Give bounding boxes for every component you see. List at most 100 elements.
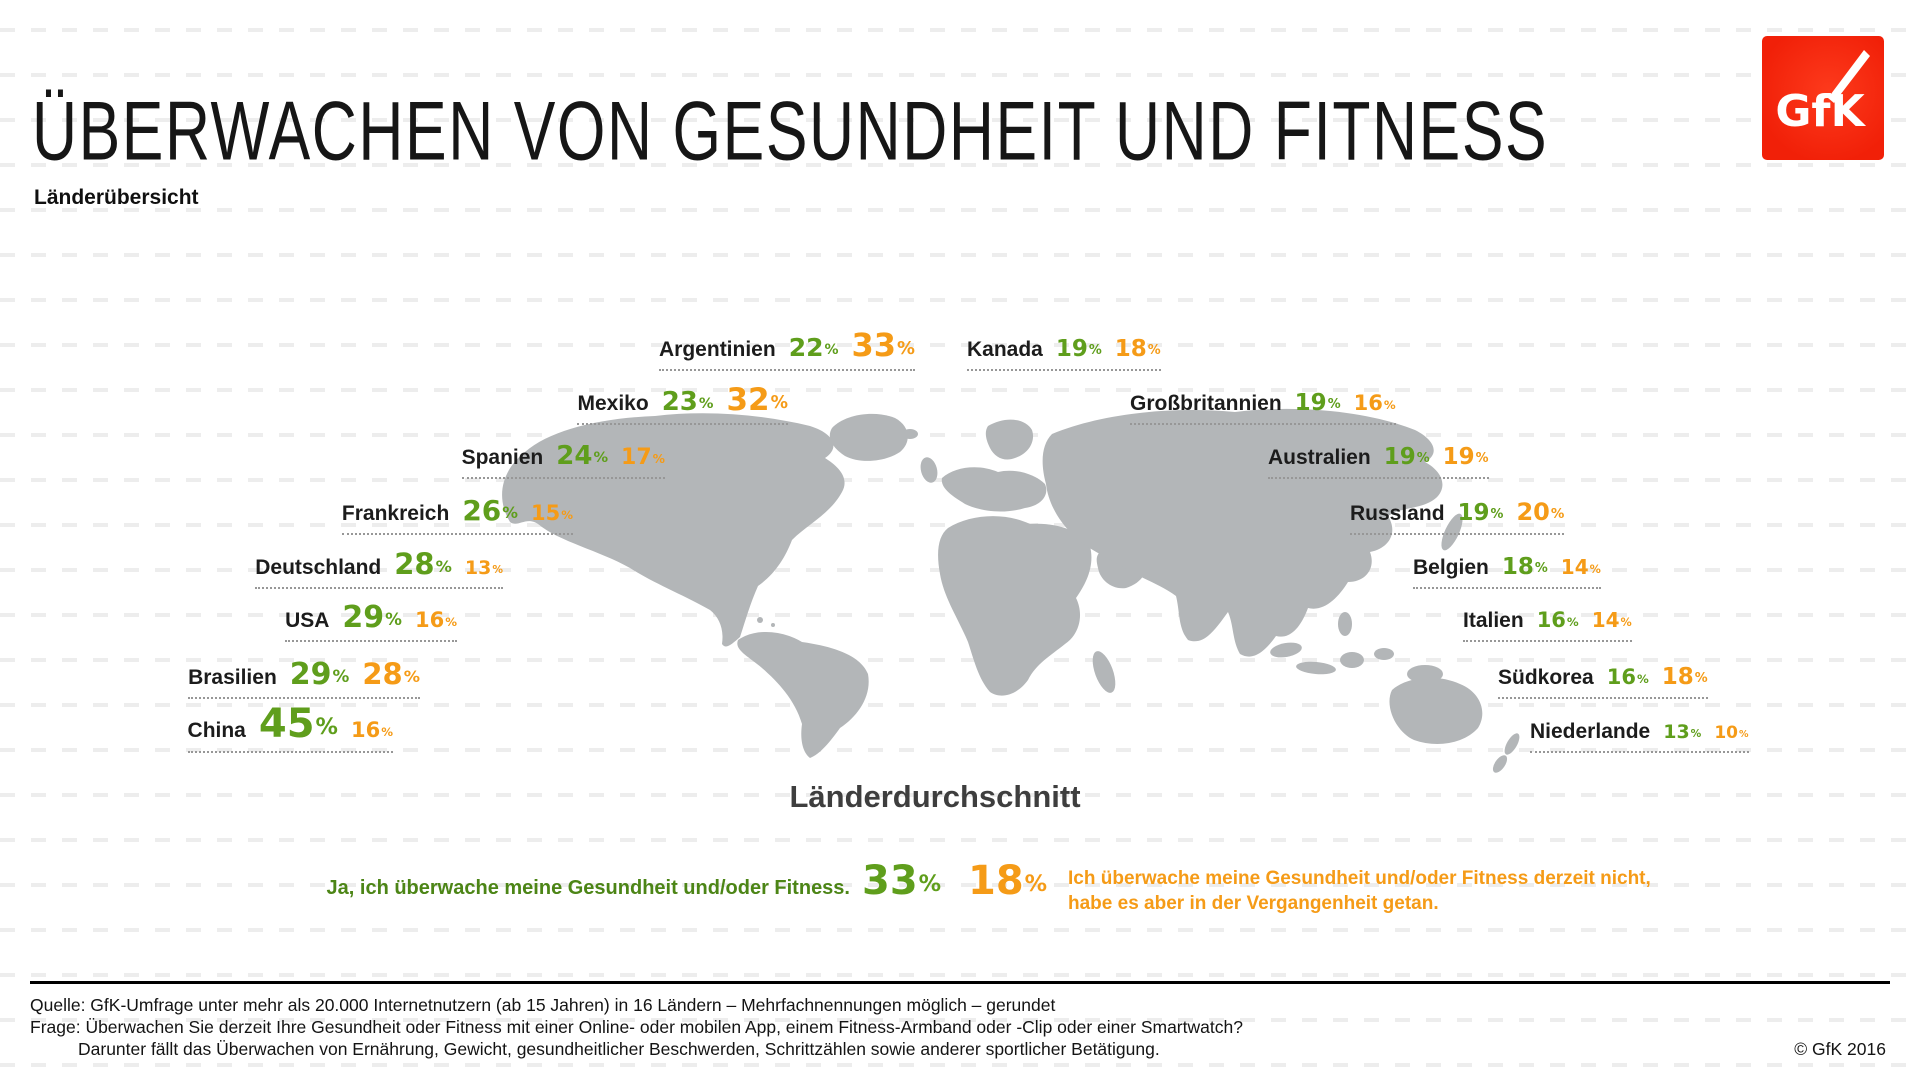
percent-sign: % [593, 449, 609, 467]
country-yes-percent: 16% [1537, 610, 1579, 631]
percent-sign: % [332, 665, 350, 686]
average-past-label-line2: habe es aber in der Vergangenheit getan. [1068, 893, 1439, 914]
country-past-percent: 18% [1662, 666, 1708, 689]
percent-sign: % [1383, 397, 1396, 412]
country-past-percent: 19% [1443, 446, 1489, 469]
percent-value: 24 [556, 441, 593, 471]
percent-sign: % [492, 562, 503, 576]
percent-sign: % [1327, 397, 1341, 413]
percent-value: 18 [1501, 554, 1534, 580]
percent-value: 28 [362, 657, 403, 691]
percent-sign: % [1550, 507, 1565, 523]
country-past-percent: 16% [1354, 393, 1396, 414]
page-title: ÜBERWACHEN VON GESUNDHEIT UND FITNESS [32, 84, 1549, 178]
country-name: Südkorea [1498, 666, 1594, 689]
percent-value: 18 [1114, 336, 1147, 362]
average-past-percent: 18% [968, 861, 1047, 901]
percent-sign: % [824, 342, 839, 359]
average-yes-label: Ja, ich überwache meine Gesundheit und/o… [326, 877, 850, 899]
country-past-percent: 15% [531, 503, 573, 524]
percent-sign: % [315, 714, 338, 741]
country-row-russland: Russland 19% 20% [1350, 500, 1565, 535]
percent-value: 13 [464, 557, 492, 579]
country-yes-percent: 19% [1295, 392, 1341, 415]
percent-value: 28 [394, 547, 435, 581]
country-yes-percent: 18% [1502, 556, 1548, 579]
average-heading: Länderdurchschnitt [789, 779, 1081, 814]
gfk-logo-graphic: GfK [1775, 50, 1870, 137]
country-name: Frankreich [341, 502, 450, 525]
country-row-italien: Italien 16% 14% [1463, 609, 1632, 642]
bg-dash-row [0, 973, 1920, 977]
percent-sign: % [1694, 671, 1708, 687]
country-past-percent: 28% [362, 660, 420, 689]
bg-dash-row [0, 1063, 1920, 1067]
percent-sign: % [1739, 728, 1749, 740]
percent-value: 10 [1714, 723, 1738, 743]
country-name: Australien [1268, 446, 1371, 469]
footer-question-line2: Darunter fällt das Überwachen von Ernähr… [78, 1039, 1160, 1059]
country-past-percent: 16% [351, 720, 393, 741]
country-name: Niederlande [1530, 720, 1651, 743]
country-past-percent: 20% [1516, 500, 1564, 524]
country-yes-percent: 28% [394, 550, 452, 579]
country-yes-percent: 29% [342, 603, 402, 633]
country-yes-percent: 24% [556, 443, 608, 469]
percent-value: 33 [862, 858, 918, 904]
logo-needle-icon [1828, 50, 1870, 103]
country-row-argentinien: Argentinien 22% 33% [659, 329, 915, 371]
country-row-frankreich: Frankreich 26% 15% [341, 497, 573, 535]
bg-dash-row [0, 208, 1920, 212]
percent-sign: % [1589, 562, 1601, 576]
percent-sign: % [1088, 343, 1102, 359]
percent-sign: % [1147, 343, 1161, 359]
percent-sign: % [381, 724, 393, 739]
percent-value: 19 [1383, 444, 1416, 470]
bg-dash-row [0, 343, 1920, 347]
percent-value: 16 [1536, 608, 1566, 632]
footer-question-line: Frage: Überwachen Sie derzeit Ihre Gesun… [30, 1017, 1243, 1037]
percent-sign: % [1475, 451, 1489, 467]
footer-divider [30, 981, 1890, 984]
country-yes-percent: 13% [1663, 723, 1701, 742]
percent-sign: % [435, 557, 452, 577]
country-row-china: China 45% 16% [187, 704, 393, 753]
bg-dash-row [0, 928, 1920, 932]
percent-value: 32 [726, 382, 770, 418]
percent-sign: % [1534, 561, 1548, 577]
copyright: © GfK 2016 [1794, 1039, 1886, 1059]
percent-value: 18 [968, 858, 1024, 904]
country-yes-percent: 23% [662, 389, 714, 415]
percent-value: 16 [350, 718, 381, 742]
percent-value: 29 [289, 657, 332, 692]
country-past-percent: 14% [1592, 610, 1632, 630]
country-row-spanien: Spanien 24% 17% [461, 443, 665, 479]
percent-value: 15 [530, 501, 561, 525]
country-name: China [187, 719, 246, 742]
country-name: Kanada [967, 338, 1043, 361]
country-name: Italien [1463, 609, 1524, 632]
bg-dash-row [0, 73, 1920, 77]
percent-sign: % [770, 392, 788, 413]
country-yes-percent: 19% [1384, 446, 1430, 469]
percent-value: 17 [621, 445, 652, 470]
percent-value: 16 [1606, 665, 1636, 689]
percent-sign: % [698, 395, 714, 413]
bg-dash-row [0, 253, 1920, 257]
country-name: Belgien [1413, 556, 1489, 579]
bg-dash-row [0, 28, 1920, 32]
percent-value: 13 [1663, 721, 1690, 743]
country-yes-percent: 45% [259, 704, 338, 744]
country-name: Argentinien [659, 338, 776, 361]
country-past-percent: 32% [726, 385, 788, 416]
bg-dash-row [0, 298, 1920, 302]
country-row-kanada: Kanada 19% 18% [967, 338, 1161, 371]
country-past-percent: 10% [1714, 725, 1748, 742]
country-row-grobritannien: Großbritannien 19% 16% [1130, 392, 1396, 425]
country-row-niederlande: Niederlande 13% 10% [1530, 720, 1749, 753]
percent-value: 23 [661, 387, 698, 417]
percent-sign: % [1636, 671, 1649, 686]
country-past-percent: 16% [415, 610, 457, 631]
country-past-percent: 33% [852, 329, 915, 361]
country-name: Russland [1350, 502, 1445, 525]
